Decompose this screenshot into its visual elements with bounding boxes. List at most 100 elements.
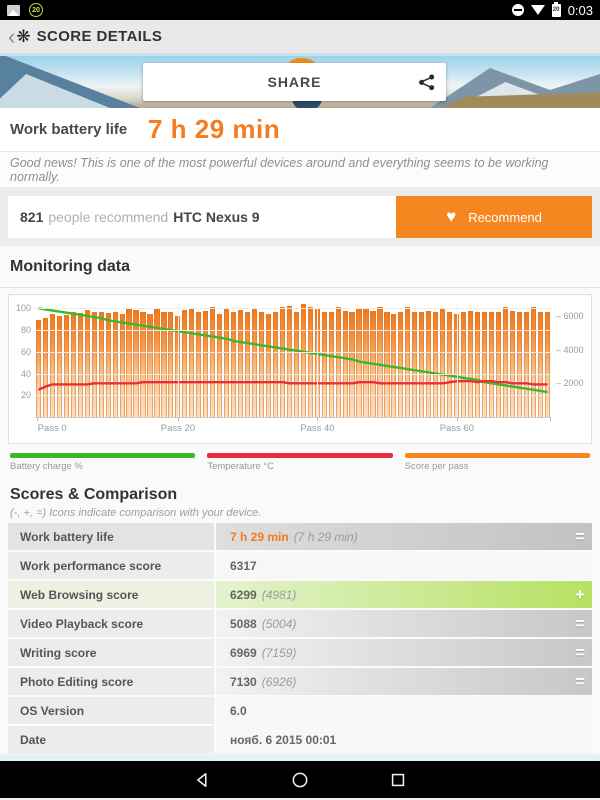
chart-bars xyxy=(35,304,551,417)
comparison-equals-icon: = xyxy=(575,671,585,691)
right-axis-tick: – 4000 xyxy=(556,344,584,355)
score-bar xyxy=(300,304,306,417)
nav-home-button[interactable] xyxy=(289,769,311,791)
legend-label: Temperature °C xyxy=(207,461,274,472)
row-reference-value: (6926) xyxy=(261,674,297,689)
temperature-c-line xyxy=(39,381,548,390)
row-value: 6969 xyxy=(230,645,257,660)
row-value: нояб. 6 2015 00:01 xyxy=(230,732,337,747)
share-button[interactable]: SHARE xyxy=(143,63,446,101)
wifi-icon xyxy=(530,5,545,15)
table-row[interactable]: Writing score 6969 (7159) = xyxy=(8,639,592,666)
score-bar xyxy=(77,313,83,417)
table-row[interactable]: Work performance score 6317 xyxy=(8,552,592,579)
nav-home-icon xyxy=(292,772,308,787)
result-value: 7 h 29 min xyxy=(148,114,281,144)
score-bar xyxy=(433,311,439,417)
score-bar xyxy=(70,312,76,417)
row-label: OS Version xyxy=(8,697,214,724)
h-gridline xyxy=(35,395,551,397)
h-gridline xyxy=(35,308,551,310)
nav-recents-icon xyxy=(391,773,405,786)
score-bar xyxy=(488,311,495,417)
recommend-button[interactable]: ♥ Recommend xyxy=(396,196,592,238)
row-label: Date xyxy=(8,726,214,753)
score-bar xyxy=(509,310,515,417)
table-row[interactable]: Web Browsing score 6299 (4981) + xyxy=(8,581,592,608)
left-axis-tick: 20 xyxy=(20,390,31,401)
score-bar xyxy=(474,311,481,417)
score-bar xyxy=(460,312,467,417)
mountain-banner: SHARE xyxy=(0,54,600,108)
share-button-label: SHARE xyxy=(267,74,322,90)
score-bar xyxy=(481,312,488,417)
row-value-cell: 6299 (4981) xyxy=(216,581,592,608)
nav-back-icon xyxy=(197,772,207,787)
row-value-cell: 6969 (7159) xyxy=(216,639,592,666)
x-axis-label: Pass 20 xyxy=(160,423,196,434)
score-bar xyxy=(251,308,258,417)
legend-item: Temperature °C xyxy=(207,453,393,478)
score-bar xyxy=(454,314,460,417)
chart-legend: Battery charge % Temperature °C Score per … xyxy=(8,444,592,478)
heart-icon: ♥ xyxy=(446,207,457,226)
table-row[interactable]: Work battery life 7 h 29 min (7 h 29 min) = xyxy=(8,523,592,550)
score-bar xyxy=(398,312,404,417)
h-gridline xyxy=(35,373,551,375)
row-value-cell: 6.0 xyxy=(216,697,592,724)
legend-swatch xyxy=(404,453,590,458)
score-bar xyxy=(244,311,251,417)
comparison-equals-icon: = xyxy=(575,613,585,633)
right-axis-tick: – 6000 xyxy=(556,310,584,321)
left-axis-tick: 40 xyxy=(20,368,31,379)
left-axis-tick: 100 xyxy=(15,303,31,314)
score-bar xyxy=(231,312,237,417)
battery-icon: 20 xyxy=(551,1,561,17)
nav-recents-button[interactable] xyxy=(387,769,409,791)
table-row[interactable]: OS Version 6.0 xyxy=(8,697,592,724)
row-value: 5088 xyxy=(230,616,257,631)
x-tick-mark xyxy=(36,417,38,421)
device-name: HTC Nexus 9 xyxy=(173,209,260,225)
score-table: Work battery life 7 h 29 min (7 h 29 min) =… xyxy=(0,523,600,753)
h-gridline xyxy=(35,351,551,353)
table-row[interactable]: Date нояб. 6 2015 00:01 xyxy=(8,726,592,753)
x-axis-label: Pass 0 xyxy=(37,423,67,434)
recommend-middle-text: people recommend xyxy=(48,209,169,225)
row-reference-value: (4981) xyxy=(261,587,297,602)
pcmark-logo-icon: ❋ xyxy=(16,26,31,46)
nav-back-button[interactable] xyxy=(191,769,213,791)
monitoring-chart: 20 40 60 80 100 – 2000 – 4000 – 6000 Pass 0 Pass … xyxy=(8,294,592,444)
legend-label: Battery charge % xyxy=(10,461,83,472)
score-bar xyxy=(272,311,279,417)
recommend-button-label: Recommend xyxy=(468,209,542,225)
comparison-equals-icon: = xyxy=(575,642,585,662)
score-bar xyxy=(49,314,56,417)
score-bar xyxy=(84,309,90,417)
x-tick-mark xyxy=(456,417,458,421)
row-label: Work battery life xyxy=(8,523,214,550)
score-bar xyxy=(265,314,272,417)
table-row[interactable]: Video Playback score 5088 (5004) = xyxy=(8,610,592,637)
score-bar xyxy=(328,311,334,417)
score-bar xyxy=(175,315,181,417)
row-reference-value: (7159) xyxy=(261,645,297,660)
legend-item: Score per pass xyxy=(404,453,590,478)
row-value-cell: нояб. 6 2015 00:01 xyxy=(216,726,592,753)
row-value-cell: 6317 xyxy=(216,552,592,579)
score-bar xyxy=(412,311,418,417)
chart-plot-area: 20 40 60 80 100 – 2000 – 4000 – 6000 Pass 0 Pass … xyxy=(16,303,584,434)
comparison-equals-icon: = xyxy=(575,526,585,546)
score-bar xyxy=(258,312,265,417)
table-row[interactable]: Photo Editing score 7130 (6926) = xyxy=(8,668,592,695)
comparison-subtitle: (-, +, =) Icons indicate comparison with… xyxy=(10,507,262,519)
x-axis-label: Pass 60 xyxy=(439,423,475,434)
back-icon[interactable]: ‹ xyxy=(8,23,16,49)
v-gridline xyxy=(177,304,179,417)
x-axis-label: Pass 40 xyxy=(300,423,335,434)
legend-item: Battery charge % xyxy=(10,453,196,478)
score-bar xyxy=(495,312,502,417)
score-bar xyxy=(119,314,125,417)
score-bar xyxy=(537,311,543,417)
score-bar xyxy=(335,306,341,417)
